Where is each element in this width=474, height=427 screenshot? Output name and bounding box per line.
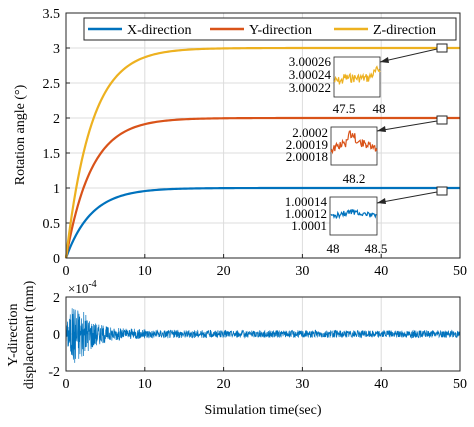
displacement-plot: 20-2 0 10 20 30 40 50 ×10-4 Y-direction displ… xyxy=(6,279,467,418)
inset-y-series-line xyxy=(330,130,378,155)
inset-y-pointer xyxy=(376,120,438,132)
bottom-xtick-label: 20 xyxy=(217,377,231,392)
top-ytick-label: 2 xyxy=(53,112,60,127)
inset-y-xtick-1: 48.2 xyxy=(343,171,366,186)
top-xtick-label: 0 xyxy=(63,264,70,279)
inset-z-ytick-2: 3.00024 xyxy=(289,67,332,82)
inset-z: 3.00026 3.00024 3.00022 47.5 48 xyxy=(289,43,448,116)
inset-x-ytick-1: 1.00014 xyxy=(285,194,328,209)
inset-x-pointer-head xyxy=(377,198,386,204)
inset-z-pointer-head xyxy=(380,57,389,63)
top-xtick-label: 50 xyxy=(453,264,467,279)
bottom-x-axis-title: Simulation time(sec) xyxy=(204,403,321,418)
bottom-ytick-label: 0 xyxy=(53,328,60,343)
top-xtick-label: 40 xyxy=(374,264,388,279)
legend-label-x: X-direction xyxy=(127,23,192,38)
inset-y: 2.0002 2.00019 2.00018 48.2 xyxy=(286,115,448,186)
top-ytick-label: 1 xyxy=(53,182,60,197)
bottom-xtick-label: 50 xyxy=(453,377,467,392)
y-exponent-label: ×10-4 xyxy=(68,279,97,296)
bottom-plot-frame xyxy=(65,296,461,372)
bottom-y-axis-title-line1: Y-direction xyxy=(6,304,21,367)
bottom-xtick-label: 30 xyxy=(295,377,309,392)
top-ytick-label: 2.5 xyxy=(43,77,61,92)
top-xtick-label: 30 xyxy=(295,264,309,279)
top-ytick-label: 3 xyxy=(53,42,60,57)
top-y-tick-labels: 0 0.5 1 1.5 2 2.5 3 3.5 xyxy=(43,7,61,267)
inset-z-ytick-1: 3.00026 xyxy=(289,54,332,69)
inset-x-xtick-2: 48.5 xyxy=(365,241,388,256)
inset-x: 1.00014 1.00012 1.0001 48 48.5 xyxy=(285,186,448,256)
inset-x-marker xyxy=(436,186,448,196)
inset-x-ytick-3: 1.0001 xyxy=(291,218,327,233)
bottom-ytick-label: 2 xyxy=(53,291,60,306)
legend-label-z: Z-direction xyxy=(373,23,436,38)
top-series-group xyxy=(64,46,460,259)
top-plot-area xyxy=(66,13,460,258)
legend-label-y: Y-direction xyxy=(249,23,312,38)
inset-x-ytick-2: 1.00012 xyxy=(285,206,327,221)
bottom-xtick-label: 10 xyxy=(138,377,152,392)
inset-y-ytick-2: 2.00019 xyxy=(286,137,328,152)
displacement-series-line xyxy=(65,308,461,363)
inset-y-ytick-1: 2.0002 xyxy=(292,125,328,140)
bottom-ytick-label: -2 xyxy=(48,365,60,380)
inset-z-pointer xyxy=(379,48,438,63)
bottom-y-axis-title-line2: displacement (mm) xyxy=(22,280,37,389)
bottom-x-tick-labels: 0 10 20 30 40 50 xyxy=(63,377,468,392)
inset-group: 3.00026 3.00024 3.00022 47.5 48 2.0002 2… xyxy=(285,43,448,256)
bottom-series-group xyxy=(65,308,461,363)
top-xtick-label: 10 xyxy=(138,264,152,279)
inset-x-pointer xyxy=(376,191,438,204)
legend: X-direction Y-direction Z-direction xyxy=(83,17,457,41)
inset-z-xtick-2: 48 xyxy=(373,101,386,116)
bottom-y-tick-labels: 2 0 -2 xyxy=(48,291,60,380)
inset-x-xtick-1: 48 xyxy=(327,241,340,256)
bottom-xtick-label: 0 xyxy=(63,377,70,392)
inset-y-marker xyxy=(436,115,448,125)
inset-y-pointer-head xyxy=(377,126,386,132)
top-xtick-label: 20 xyxy=(217,264,231,279)
top-x-tick-labels: 0 10 20 30 40 50 xyxy=(63,264,468,279)
top-y-axis-title: Rotation angle (°) xyxy=(13,84,28,185)
inset-z-series-line xyxy=(333,65,381,85)
top-plot-frame xyxy=(65,12,461,259)
inset-z-ytick-3: 3.00022 xyxy=(289,80,331,95)
top-ytick-label: 0.5 xyxy=(43,217,61,232)
inset-z-marker xyxy=(436,43,448,53)
top-ytick-label: 0 xyxy=(53,252,60,267)
bottom-xtick-label: 40 xyxy=(374,377,388,392)
inset-y-ytick-3: 2.00018 xyxy=(286,149,328,164)
z-direction-line xyxy=(64,46,460,259)
rotation-angle-plot: 0 0.5 1 1.5 2 2.5 3 3.5 0 10 20 30 40 50 Rotation an… xyxy=(13,7,467,279)
y-direction-line xyxy=(64,116,460,259)
legend-box xyxy=(83,17,457,41)
top-ytick-label: 1.5 xyxy=(43,147,61,162)
inset-x-series-line xyxy=(330,208,377,220)
x-direction-line xyxy=(64,186,460,259)
inset-z-xtick-1: 47.5 xyxy=(333,101,356,116)
top-ytick-label: 3.5 xyxy=(43,7,61,22)
